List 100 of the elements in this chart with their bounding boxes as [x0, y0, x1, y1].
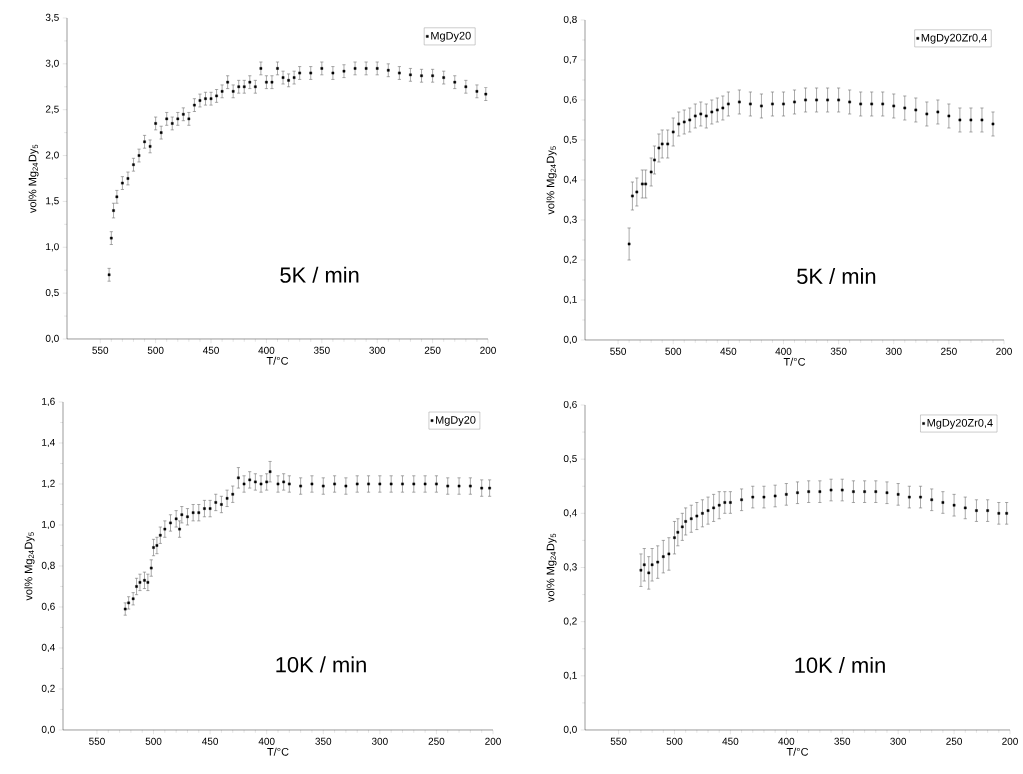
point [364, 67, 368, 70]
point [1005, 512, 1008, 515]
point [740, 498, 743, 502]
y-tick-label: 1,0 [46, 243, 59, 252]
point [682, 120, 686, 124]
point [695, 514, 699, 518]
point [254, 480, 257, 484]
point [848, 100, 851, 104]
point [442, 76, 445, 79]
point [169, 521, 172, 525]
point [423, 482, 427, 486]
point [464, 85, 468, 89]
point [435, 482, 438, 486]
point [837, 98, 840, 102]
point [649, 170, 653, 174]
point [191, 511, 195, 514]
point [689, 517, 693, 521]
point [386, 68, 390, 72]
point [333, 482, 336, 486]
point [947, 114, 951, 118]
annotation: 10K / min [276, 656, 366, 673]
x-tick-label: 200 [485, 737, 501, 745]
point [123, 607, 127, 611]
point [378, 482, 382, 486]
y-tick-label: 1,6 [42, 397, 55, 407]
x-tick-label: 350 [834, 737, 851, 745]
point [198, 99, 202, 102]
point [225, 497, 229, 500]
point [475, 90, 479, 93]
point [321, 484, 325, 488]
y-tick-label: 1,5 [46, 197, 59, 206]
point [143, 140, 146, 144]
x-tick-label: 450 [720, 347, 737, 355]
point [159, 533, 162, 537]
x-tick-label: 550 [610, 347, 627, 355]
point [193, 103, 196, 107]
point [892, 104, 896, 108]
x-tick-label: 400 [258, 346, 275, 354]
x-tick-label: 550 [610, 737, 627, 745]
point [242, 85, 246, 89]
annotation: 10K / min [795, 656, 885, 674]
y-tick-label: 0,3 [563, 215, 577, 225]
x-tick-label: 550 [89, 737, 105, 745]
point [986, 509, 989, 512]
point [268, 470, 272, 473]
point [885, 491, 889, 495]
point [281, 76, 285, 79]
y-tick-label: 0,0 [563, 335, 577, 345]
annotation: 5K / min [797, 267, 876, 285]
y-tick-label: 1,2 [42, 479, 55, 489]
point [163, 527, 167, 531]
point [146, 581, 150, 584]
x-axis-title: T/°C [783, 357, 806, 366]
point [829, 488, 833, 492]
x-tick-label: 250 [424, 346, 441, 354]
y-tick-label: 0,8 [41, 561, 55, 571]
point [936, 110, 940, 114]
point [782, 102, 785, 106]
point [127, 601, 130, 605]
point [881, 102, 885, 106]
point [908, 495, 911, 499]
point [903, 106, 907, 110]
y-tick-label: 0,2 [563, 255, 577, 265]
point [287, 79, 290, 82]
y-tick-label: 0,3 [563, 563, 577, 572]
x-tick-label: 200 [480, 346, 496, 354]
point [174, 517, 178, 521]
point [706, 509, 710, 512]
point [710, 110, 714, 114]
x-tick-label: 500 [145, 737, 162, 745]
point [666, 142, 669, 146]
point [657, 146, 661, 150]
point [639, 568, 643, 572]
point [176, 117, 180, 121]
y-tick-label: 2,0 [45, 151, 59, 160]
point [170, 122, 174, 125]
y-tick-label: 0,7 [563, 55, 577, 65]
point [367, 482, 370, 486]
y-tick-label: 2,5 [45, 105, 59, 114]
point [701, 512, 704, 515]
y-axis-title: vol% Mg$_{24}$Dy$_{5}$ [546, 146, 557, 215]
point [152, 546, 155, 549]
point [143, 579, 146, 582]
point [259, 67, 263, 70]
point [155, 544, 159, 547]
point [469, 484, 472, 488]
point [310, 482, 314, 486]
point [785, 493, 788, 496]
y-tick-label: 0,4 [41, 643, 55, 653]
point [676, 530, 680, 534]
point [331, 71, 335, 75]
point [642, 563, 646, 567]
y-tick-label: 0,2 [563, 617, 577, 626]
point [941, 501, 945, 504]
y-tick-label: 0,0 [563, 725, 577, 735]
point [991, 122, 995, 126]
point [420, 74, 423, 78]
point [705, 114, 708, 118]
point [353, 67, 357, 70]
y-tick-label: 1,4 [42, 438, 55, 448]
